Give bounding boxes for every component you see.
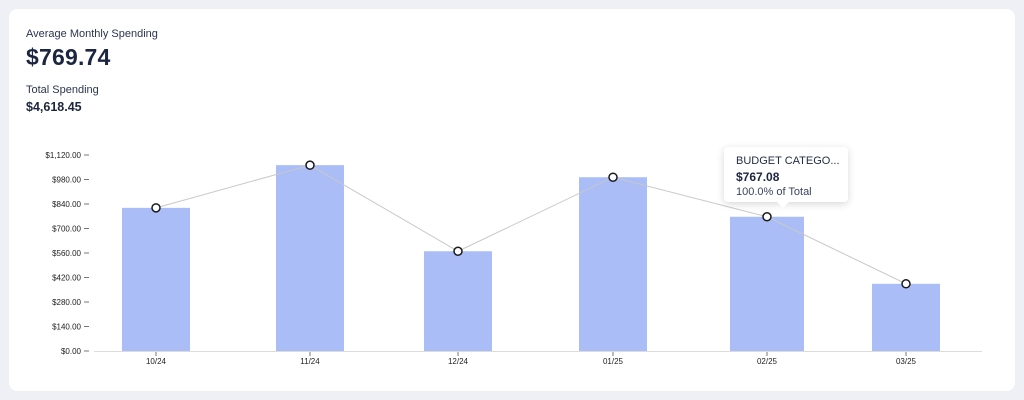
total-spending-value: $4,618.45 (26, 100, 82, 114)
data-point-10-24 (151, 203, 161, 213)
bar-11-24 (276, 165, 344, 351)
y-tick-label: $980.00 (52, 176, 81, 185)
bar-01-25 (579, 177, 647, 351)
x-tick-label: 11/24 (300, 357, 320, 366)
y-tick-label: $0.00 (61, 347, 82, 356)
average-monthly-spending-value: $769.74 (26, 44, 111, 70)
bar-10-24 (122, 207, 190, 351)
tooltip-percent: 100.0% of Total (736, 186, 812, 198)
x-tick-label: 02/25 (757, 357, 778, 366)
bar-03-25 (872, 283, 940, 351)
data-point-03-25 (901, 279, 911, 289)
x-tick-label: 10/24 (146, 357, 167, 366)
y-tick-label: $700.00 (52, 225, 81, 234)
tooltip-category: BUDGET CATEGO... (736, 155, 840, 167)
y-tick-label: $140.00 (52, 323, 81, 332)
data-point-02-25 (762, 212, 772, 222)
bar-02-25 (730, 216, 804, 351)
y-tick-label: $280.00 (52, 298, 81, 307)
y-tick-label: $560.00 (52, 249, 81, 258)
chart-tooltip: BUDGET CATEGO... $767.08 100.0% of Total (724, 147, 848, 208)
data-point-11-24 (305, 160, 315, 170)
data-point-12-24 (453, 246, 463, 256)
x-tick-label: 03/25 (896, 357, 917, 366)
x-tick-label: 01/25 (603, 357, 624, 366)
y-tick-label: $420.00 (52, 274, 81, 283)
y-tick-label: $1,120.00 (45, 151, 81, 160)
x-tick-label: 12/24 (448, 357, 469, 366)
trend-line (155, 164, 907, 285)
average-monthly-spending-label: Average Monthly Spending (26, 28, 158, 40)
y-tick-label: $840.00 (52, 200, 81, 209)
data-point-01-25 (608, 172, 618, 182)
tooltip-amount: $767.08 (736, 170, 780, 184)
bar-12-24 (424, 251, 492, 351)
total-spending-label: Total Spending (26, 84, 99, 96)
